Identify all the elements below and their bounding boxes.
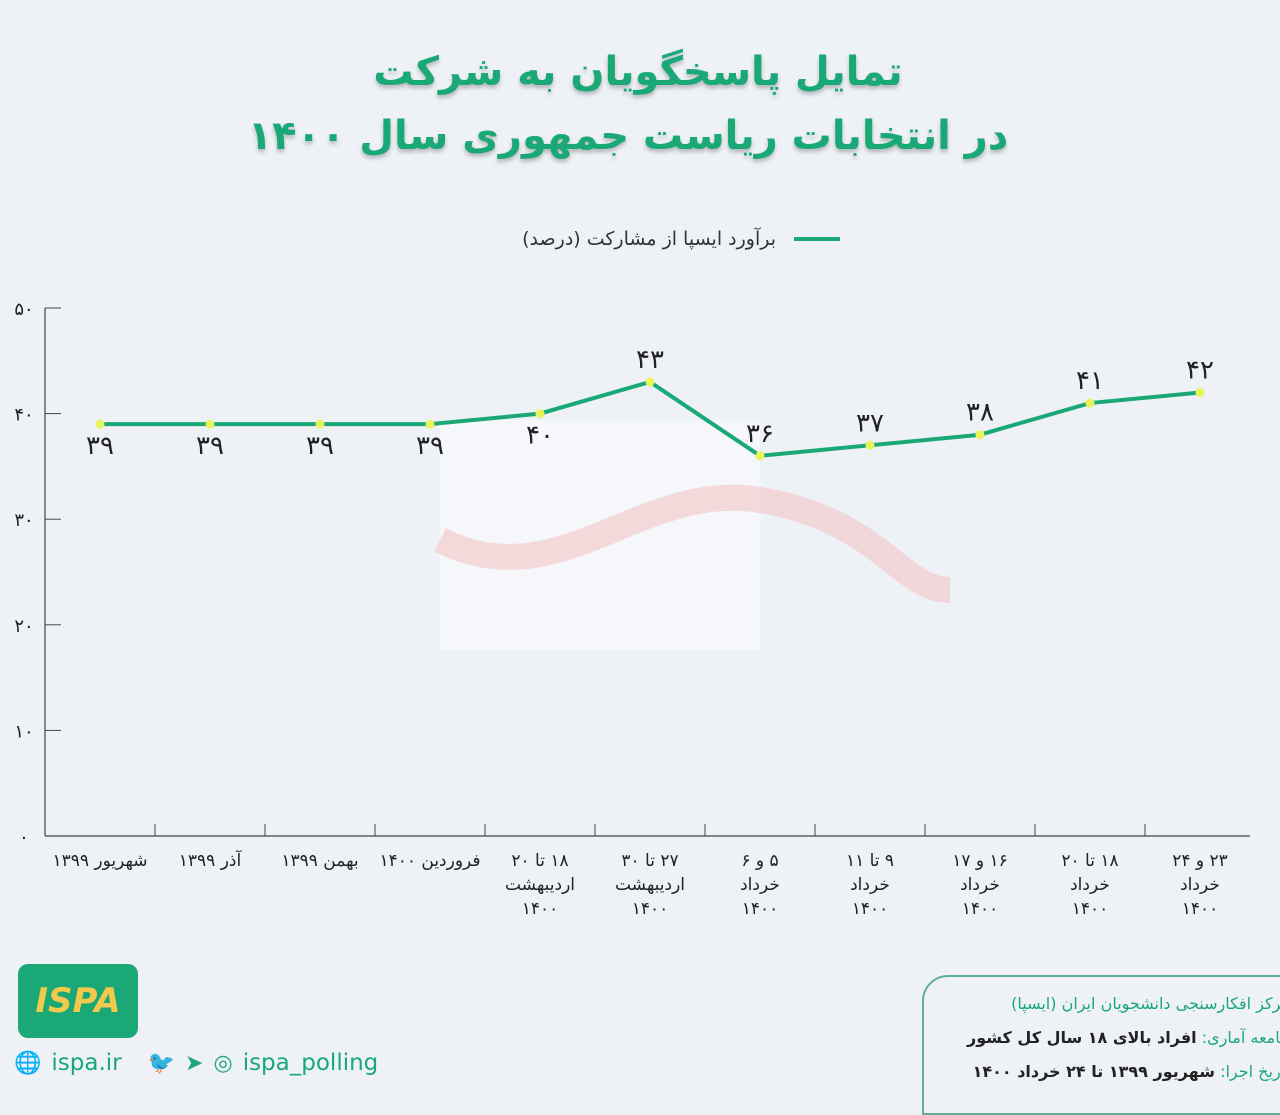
data-point: [315, 419, 325, 429]
x-tick-label: ۱۴۰۰: [1072, 899, 1109, 919]
data-point: [425, 419, 435, 429]
x-tick-label: اردیبهشت: [615, 875, 685, 895]
instagram-handle[interactable]: ispa_polling: [242, 1050, 379, 1076]
data-label: ۴۲: [1186, 355, 1214, 385]
data-label: ۳۹: [306, 431, 334, 461]
x-tick-label: خرداد: [1070, 875, 1110, 895]
line-chart: ۰ ۱۰ ۲۰ ۳۰ ۴۰ ۵۰ شهریور ۱۳۹۹ آذر ۱۳۹۹ بهمن ۱۳۹۹ ف…: [14, 299, 1250, 919]
info-box: مرکز افکارسنجی دانشجویان ایران (ایسپا) ج…: [922, 975, 1280, 1115]
x-tick-label: ۱۴۰۰: [852, 899, 889, 919]
x-tick-label: ۱۸ تا ۲۰: [1061, 851, 1118, 871]
data-point: [535, 409, 545, 419]
x-tick-label: ۵ و ۶: [741, 851, 778, 871]
x-tick-label: ۱۸ تا ۲۰: [511, 851, 568, 871]
ispa-logo: ISPA: [18, 964, 138, 1038]
twitter-icon[interactable]: 🐦: [147, 1050, 176, 1076]
x-tick-label: ۹ تا ۱۱: [846, 851, 894, 871]
data-label: ۳۹: [416, 431, 444, 461]
x-tick-label: فروردین ۱۴۰۰: [379, 851, 480, 871]
y-tick-label: ۱۰: [14, 721, 33, 742]
x-tick-label: ۲۷ تا ۳۰: [621, 851, 678, 871]
data-label: ۴۱: [1076, 366, 1104, 396]
population-key: جامعه آماری:: [1201, 1028, 1280, 1047]
data-point: [1085, 398, 1095, 408]
y-tick-label: ۳۰: [14, 510, 33, 531]
x-tick-label: خرداد: [850, 875, 890, 895]
telegram-icon[interactable]: ➤: [185, 1050, 204, 1076]
globe-icon: 🌐: [14, 1050, 42, 1076]
legend: برآورد ایسپا از مشارکت (درصد): [470, 228, 840, 250]
data-point: [865, 440, 875, 450]
legend-swatch: [794, 237, 840, 241]
x-tick-label: ۱۴۰۰: [1182, 899, 1219, 919]
instagram-icon[interactable]: ◎: [213, 1050, 233, 1076]
date-value: شهریور ۱۳۹۹ تا ۲۴ خرداد ۱۴۰۰: [972, 1062, 1215, 1081]
x-tick-label: ۱۴۰۰: [742, 899, 779, 919]
org-name: مرکز افکارسنجی دانشجویان ایران (ایسپا): [1011, 994, 1280, 1013]
x-tick-label: ۱۴۰۰: [962, 899, 999, 919]
x-tick-label: ۱۴۰۰: [632, 899, 669, 919]
y-tick-label: ۴۰: [14, 405, 33, 426]
title-line-2: در انتخابات ریاست جمهوری سال ۱۴۰۰: [247, 113, 1009, 159]
data-label: ۴۰: [526, 421, 554, 451]
x-tick-label: ۱۴۰۰: [522, 899, 559, 919]
data-label: ۳۹: [196, 431, 224, 461]
data-point: [1195, 387, 1205, 397]
data-label: ۳۷: [856, 408, 884, 438]
x-tick-label: خرداد: [1180, 875, 1220, 895]
y-tick-label: ۰: [19, 827, 29, 848]
x-tick-label: ۲۳ و ۲۴: [1172, 851, 1228, 871]
x-tick-label: آذر ۱۳۹۹: [179, 849, 243, 871]
x-tick-label: خرداد: [960, 875, 1000, 895]
x-tick-label: شهریور ۱۳۹۹: [52, 851, 147, 871]
website-link[interactable]: ispa.ir: [51, 1050, 122, 1076]
data-point: [95, 419, 105, 429]
x-tick-label: ۱۶ و ۱۷: [952, 851, 1008, 871]
data-point: [645, 377, 655, 387]
chart-title: تمایل پاسخگویان به شرکت در انتخابات ریاس…: [0, 40, 1280, 168]
population-value: افراد بالای ۱۸ سال کل کشور: [967, 1028, 1197, 1047]
data-label: ۳۶: [746, 419, 774, 449]
data-label: ۴۳: [636, 345, 664, 375]
data-label: ۳۸: [966, 398, 994, 428]
legend-label: برآورد ایسپا از مشارکت (درصد): [522, 228, 776, 250]
data-label: ۳۹: [86, 431, 114, 461]
data-point: [755, 451, 765, 461]
social-links: 🌐 ispa.ir 🐦 ➤ ◎ ispa_polling: [14, 1050, 378, 1076]
flag-wave-watermark: [434, 484, 951, 603]
y-tick-label: ۵۰: [14, 299, 33, 320]
data-point: [975, 430, 985, 440]
title-line-1: تمایل پاسخگویان به شرکت: [373, 49, 903, 95]
date-key: تاریخ اجرا:: [1220, 1062, 1280, 1081]
x-tick-label: خرداد: [740, 875, 780, 895]
y-tick-label: ۲۰: [14, 616, 33, 637]
x-tick-label: اردیبهشت: [505, 875, 575, 895]
data-point: [205, 419, 215, 429]
x-tick-label: بهمن ۱۳۹۹: [281, 851, 358, 871]
